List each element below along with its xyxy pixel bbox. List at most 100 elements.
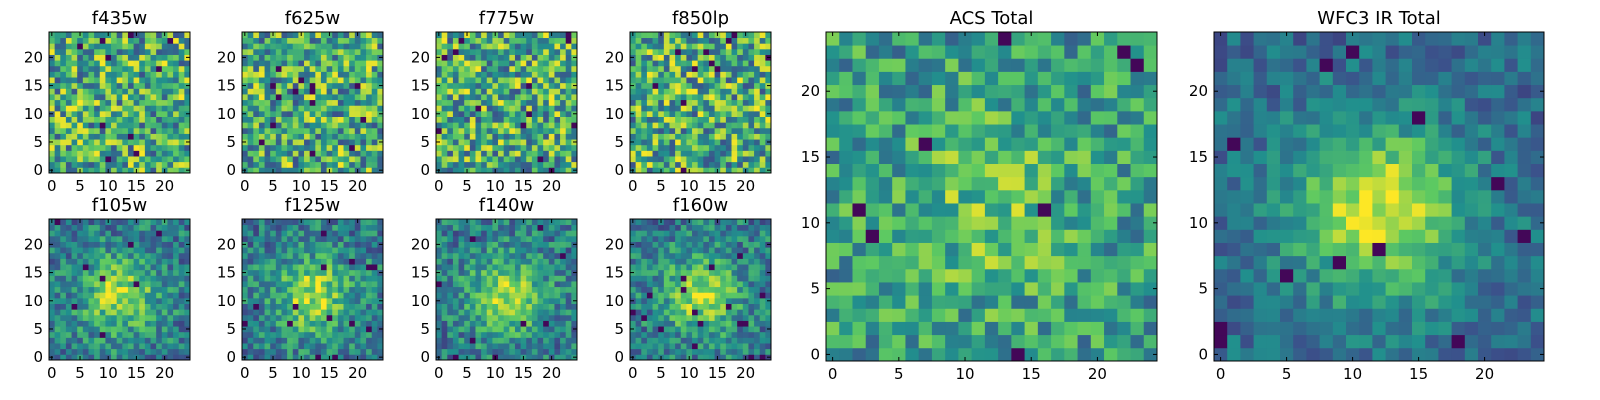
heatmap-cell bbox=[292, 37, 299, 44]
heatmap-cell bbox=[127, 286, 134, 293]
heatmap-cell bbox=[304, 37, 311, 44]
heatmap-cell bbox=[686, 156, 693, 163]
heatmap-cell bbox=[133, 43, 140, 50]
heatmap-cell bbox=[111, 292, 118, 299]
heatmap-cell bbox=[122, 252, 129, 259]
heatmap-cell bbox=[326, 133, 333, 140]
heatmap-cell bbox=[754, 337, 761, 344]
heatmap-cell bbox=[150, 292, 157, 299]
heatmap-cell bbox=[281, 297, 288, 304]
heatmap-cell bbox=[184, 77, 191, 84]
heatmap-cell bbox=[492, 314, 499, 321]
heatmap-cell bbox=[167, 314, 174, 321]
heatmap-cell bbox=[150, 326, 157, 333]
heatmap-cell bbox=[247, 37, 254, 44]
heatmap-cell bbox=[99, 60, 106, 67]
heatmap-cell bbox=[320, 337, 327, 344]
heatmap-cell bbox=[503, 309, 510, 316]
heatmap-cell bbox=[82, 348, 89, 355]
heatmap-cell bbox=[315, 105, 322, 112]
heatmap-cell bbox=[258, 99, 265, 106]
heatmap-cell bbox=[652, 65, 659, 72]
heatmap-cell bbox=[526, 337, 533, 344]
heatmap-cell bbox=[270, 122, 277, 129]
heatmap-cell bbox=[680, 269, 687, 276]
heatmap-cell bbox=[737, 297, 744, 304]
heatmap-cell bbox=[663, 292, 670, 299]
heatmap-cell bbox=[520, 43, 527, 50]
heatmap-cell bbox=[447, 71, 454, 78]
heatmap-cell bbox=[144, 297, 151, 304]
heatmap-cell bbox=[371, 286, 378, 293]
heatmap-cell bbox=[366, 241, 373, 248]
heatmap-cell bbox=[315, 99, 322, 106]
heatmap-cell bbox=[60, 258, 67, 265]
heatmap-cell bbox=[520, 247, 527, 254]
heatmap-cell bbox=[298, 337, 305, 344]
heatmap-cell bbox=[343, 275, 350, 282]
heatmap-cell bbox=[571, 105, 578, 112]
heatmap-cell bbox=[360, 286, 367, 293]
heatmap-cell bbox=[315, 303, 322, 310]
y-tick-label: 0 bbox=[33, 161, 43, 179]
heatmap-cell bbox=[173, 54, 180, 61]
heatmap-cell bbox=[565, 71, 572, 78]
heatmap-cell bbox=[554, 105, 561, 112]
heatmap-cell bbox=[703, 144, 710, 151]
heatmap-cell bbox=[281, 37, 288, 44]
heatmap-cell bbox=[458, 37, 465, 44]
heatmap-cell bbox=[94, 297, 101, 304]
heatmap-cell bbox=[520, 116, 527, 123]
heatmap-cell bbox=[320, 275, 327, 282]
heatmap-cell bbox=[554, 348, 561, 355]
heatmap-cell bbox=[692, 110, 699, 117]
heatmap-cell bbox=[669, 54, 676, 61]
heatmap-cell bbox=[326, 161, 333, 168]
heatmap-cell bbox=[184, 65, 191, 72]
heatmap-cell bbox=[122, 247, 129, 254]
heatmap-cell bbox=[697, 297, 704, 304]
heatmap-cell bbox=[714, 309, 721, 316]
heatmap-cell bbox=[514, 161, 521, 168]
heatmap-cell bbox=[377, 303, 384, 310]
heatmap-cell bbox=[315, 32, 322, 39]
heatmap-cell bbox=[94, 309, 101, 316]
heatmap-cell bbox=[554, 122, 561, 129]
heatmap-cell bbox=[469, 326, 476, 333]
heatmap-cell bbox=[436, 156, 443, 163]
heatmap-cell bbox=[354, 65, 361, 72]
heatmap-cell bbox=[139, 269, 146, 276]
heatmap-cell bbox=[366, 127, 373, 134]
heatmap-cell bbox=[371, 37, 378, 44]
heatmap-cell bbox=[475, 219, 482, 226]
heatmap-cell bbox=[298, 48, 305, 55]
heatmap-cell bbox=[173, 247, 180, 254]
heatmap-cell bbox=[270, 269, 277, 276]
heatmap-cell bbox=[498, 156, 505, 163]
heatmap-cell bbox=[65, 167, 72, 174]
heatmap-cell bbox=[54, 110, 61, 117]
heatmap-cell bbox=[464, 37, 471, 44]
heatmap-cell bbox=[270, 161, 277, 168]
heatmap-cell bbox=[520, 77, 527, 84]
heatmap-cell bbox=[184, 331, 191, 338]
heatmap-cell bbox=[116, 94, 123, 101]
heatmap-cell bbox=[464, 252, 471, 259]
heatmap-cell bbox=[88, 127, 95, 134]
heatmap-cell bbox=[731, 286, 738, 293]
heatmap-cell bbox=[371, 292, 378, 299]
heatmap-cell bbox=[748, 161, 755, 168]
heatmap-cell bbox=[537, 281, 544, 288]
heatmap-cell bbox=[65, 235, 72, 242]
heatmap-cell bbox=[754, 144, 761, 151]
heatmap-cell bbox=[708, 337, 715, 344]
heatmap-cell bbox=[150, 264, 157, 271]
heatmap-cell bbox=[150, 320, 157, 327]
heatmap-cell bbox=[669, 343, 676, 350]
heatmap-cell bbox=[554, 161, 561, 168]
heatmap-cell bbox=[486, 354, 493, 361]
heatmap-cell bbox=[520, 314, 527, 321]
heatmap-cell bbox=[531, 167, 538, 174]
heatmap-cell bbox=[337, 71, 344, 78]
heatmap-cell bbox=[82, 110, 89, 117]
